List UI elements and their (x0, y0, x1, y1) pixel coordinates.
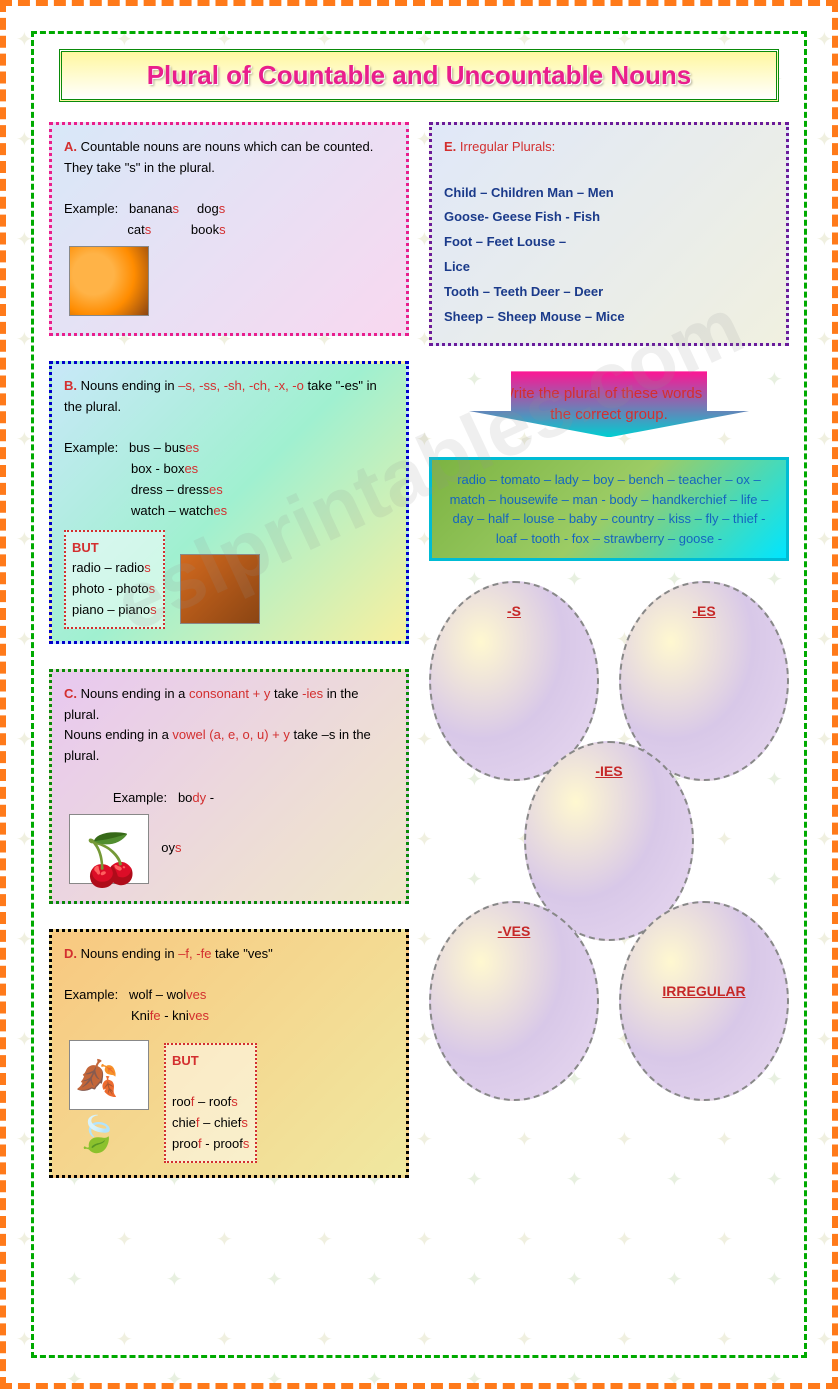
label-d: D. (64, 946, 77, 961)
box-b: B. Nouns ending in –s, -ss, -sh, -ch, -x… (49, 361, 409, 644)
instruction-arrow: Write the plural of these words in the c… (469, 371, 749, 437)
inner-frame: Plural of Countable and Uncountable Noun… (31, 31, 807, 1358)
worksheet-page: eslprintables.com Plural of Countable an… (0, 0, 838, 1389)
text-a: Countable nouns are nouns which can be c… (64, 139, 373, 175)
label-b: B. (64, 378, 77, 393)
columns: A. Countable nouns are nouns which can b… (49, 122, 789, 1203)
word-bank: radio – tomato – lady – boy – bench – te… (429, 457, 789, 561)
oval-irregular[interactable]: IRREGULAR (619, 901, 789, 1101)
box-c: C. Nouns ending in a consonant + y take … (49, 669, 409, 904)
leaves-image (69, 1040, 149, 1110)
title-box: Plural of Countable and Uncountable Noun… (59, 49, 779, 102)
but-box-d: BUT roof – roofs chief – chiefs proof - … (164, 1043, 257, 1163)
label-c: C. (64, 686, 77, 701)
arrow-text: Write the plural of these words in the c… (469, 371, 749, 437)
ex-label: Example: (64, 201, 118, 216)
oval-ves[interactable]: -VES (429, 901, 599, 1101)
box-a: A. Countable nouns are nouns which can b… (49, 122, 409, 336)
label-a: A. (64, 139, 77, 154)
cherries-image (69, 814, 149, 884)
foxes-image (180, 554, 260, 624)
but-box-b: BUT radio – radios photo - photos piano … (64, 530, 165, 629)
page-title: Plural of Countable and Uncountable Noun… (70, 60, 768, 91)
left-column: A. Countable nouns are nouns which can b… (49, 122, 409, 1203)
answer-ovals: -S -ES -IES -VES IRREGULAR (429, 581, 789, 1101)
oranges-image (69, 246, 149, 316)
label-e: E. (444, 139, 456, 154)
right-column: E. Irregular Plurals: Child – Children M… (429, 122, 789, 1203)
box-d: D. Nouns ending in –f, -fe take "ves" Ex… (49, 929, 409, 1178)
box-e: E. Irregular Plurals: Child – Children M… (429, 122, 789, 346)
